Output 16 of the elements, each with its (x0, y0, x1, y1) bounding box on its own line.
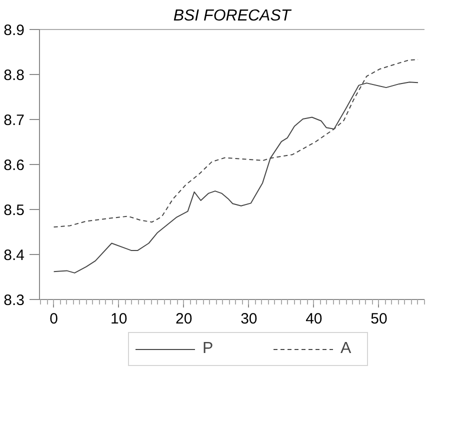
x-tick-label: 20 (176, 310, 192, 328)
legend-label: P (202, 340, 214, 358)
y-tick-label: 8.8 (4, 67, 25, 84)
x-tick-label: 10 (110, 310, 128, 328)
y-tick-label: 8.9 (4, 22, 25, 39)
y-tick-label: 8.7 (4, 112, 25, 129)
chart-title: BSI FORECAST (173, 8, 292, 24)
legend-label: A (340, 340, 352, 358)
x-tick-label: 40 (306, 310, 322, 328)
x-tick-label: 0 (50, 310, 58, 328)
x-tick-label: 30 (240, 310, 258, 328)
y-tick-label: 8.6 (4, 157, 25, 174)
x-tick-label: 50 (370, 310, 388, 328)
y-tick-label: 8.3 (4, 292, 25, 309)
y-tick-label: 8.4 (4, 247, 25, 264)
y-tick-label: 8.5 (4, 202, 25, 219)
